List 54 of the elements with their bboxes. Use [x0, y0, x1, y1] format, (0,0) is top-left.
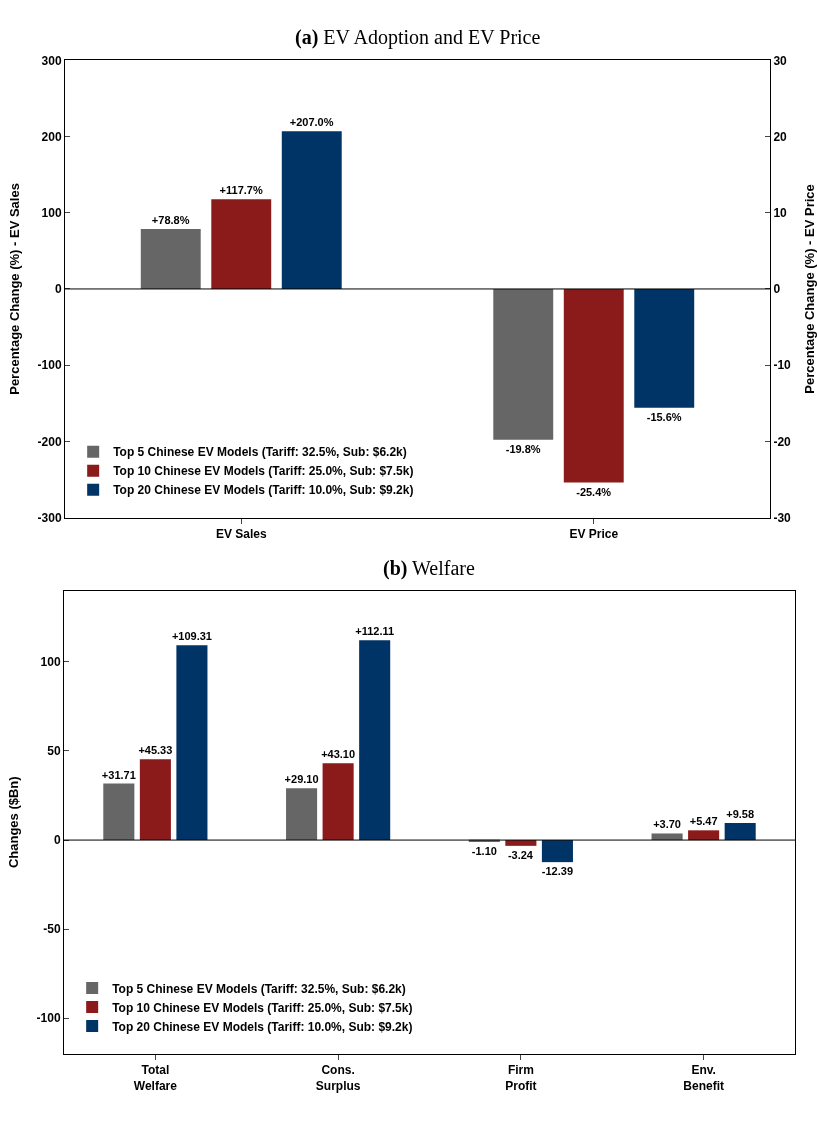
y-tick-label: 100	[41, 205, 62, 220]
x-tick-label: EV Price	[569, 526, 619, 541]
data-label: +5.47	[689, 815, 718, 828]
data-label: -25.4%	[576, 485, 612, 498]
data-label: +45.33	[138, 744, 173, 757]
y2-tick-label: 0	[773, 282, 781, 297]
y-tick-label: -300	[37, 510, 62, 525]
legend-label: Top 5 Chinese EV Models (Tariff: 32.5%, Sub: $6.2k)	[112, 981, 406, 996]
x-tick-label: Cons. Surplus	[315, 1063, 361, 1093]
data-label: +78.8%	[151, 213, 190, 226]
y-tick-label: 100	[40, 655, 61, 670]
data-label: -1.10	[471, 845, 497, 858]
legend-label: Top 5 Chinese EV Models (Tariff: 32.5%, Sub: $6.2k)	[113, 445, 407, 460]
y-axis-title: Changes ($Bn)	[5, 776, 21, 869]
y2-tick-label: -30	[773, 510, 792, 525]
x-tick-label: EV Sales	[215, 526, 267, 541]
y-tick-label: 0	[53, 833, 61, 848]
legend-label: Top 20 Chinese EV Models (Tariff: 10.0%, Sub: $9.2k)	[113, 483, 414, 498]
data-label: +9.58	[726, 808, 755, 820]
y2-tick-label: 10	[773, 205, 788, 220]
y2-axis-title: Percentage Change (%) - EV Price	[802, 184, 817, 394]
chart-title: (a) EV Adoption and EV Price	[295, 26, 541, 49]
data-label: -12.39	[541, 865, 574, 878]
y2-tick-label: -10	[773, 358, 792, 373]
chart-title: (b) Welfare	[383, 557, 475, 580]
legend-label: Top 10 Chinese EV Models (Tariff: 25.0%, Sub: $7.5k)	[112, 1000, 413, 1015]
data-label: -19.8%	[505, 442, 541, 455]
y-tick-label: -50	[43, 922, 61, 937]
y-tick-label: 300	[41, 53, 62, 68]
data-label: +207.0%	[289, 116, 334, 129]
y-tick-label: 200	[41, 129, 62, 144]
x-tick-label: Total Welfare	[133, 1063, 178, 1093]
x-tick-label: Firm Profit	[505, 1063, 537, 1093]
y2-tick-label: 20	[773, 129, 788, 144]
data-label: -3.24	[507, 848, 534, 861]
legend-label: Top 10 Chinese EV Models (Tariff: 25.0%, Sub: $7.5k)	[113, 464, 414, 479]
y2-tick-label: -20	[773, 434, 792, 449]
y-axis-title: Percentage Change (%) - EV Sales	[6, 183, 22, 395]
y-tick-label: 50	[47, 744, 61, 759]
data-label: +3.70	[653, 818, 681, 831]
data-label: +109.31	[171, 630, 212, 643]
data-label: +43.10	[321, 748, 356, 761]
legend-label: Top 20 Chinese EV Models (Tariff: 10.0%, Sub: $9.2k)	[112, 1019, 413, 1034]
y-tick-label: -200	[37, 434, 62, 449]
y-tick-label: -100	[37, 358, 62, 373]
data-label: +31.71	[101, 768, 136, 781]
y-tick-label: -100	[36, 1011, 61, 1026]
x-tick-label: Env. Benefit	[683, 1063, 724, 1093]
data-label: +117.7%	[219, 184, 263, 197]
y2-tick-label: 30	[773, 53, 788, 68]
y-tick-label: 0	[54, 282, 62, 297]
data-label: -15.6%	[646, 410, 682, 423]
data-label: +112.11	[355, 625, 395, 638]
data-label: +29.10	[284, 773, 319, 786]
